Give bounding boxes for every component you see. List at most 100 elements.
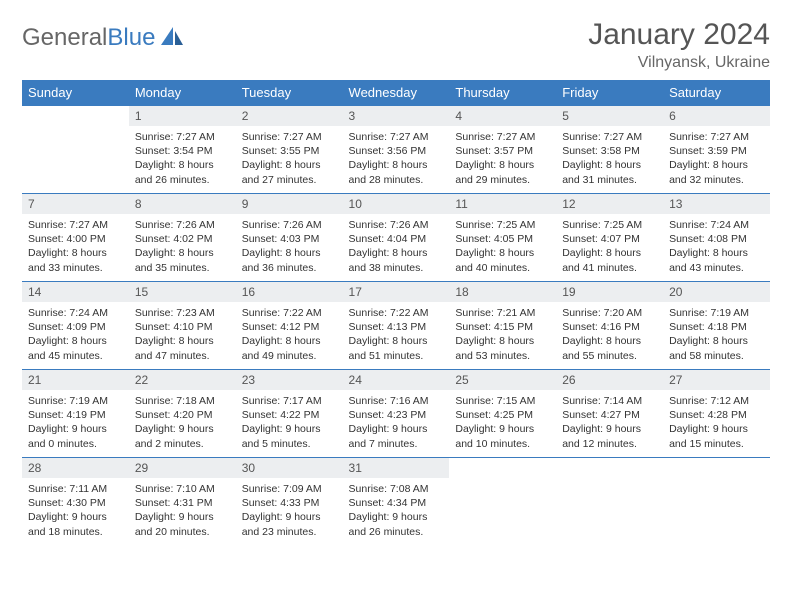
calendar-cell: 6Sunrise: 7:27 AMSunset: 3:59 PMDaylight… [663, 106, 770, 194]
day-number: 8 [129, 194, 236, 214]
calendar-cell: 17Sunrise: 7:22 AMSunset: 4:13 PMDayligh… [343, 282, 450, 370]
day-data: Sunrise: 7:25 AMSunset: 4:07 PMDaylight:… [556, 214, 663, 281]
calendar-body: 1Sunrise: 7:27 AMSunset: 3:54 PMDaylight… [22, 106, 770, 546]
day-number: 26 [556, 370, 663, 390]
day-data: Sunrise: 7:14 AMSunset: 4:27 PMDaylight:… [556, 390, 663, 457]
calendar-cell [449, 458, 556, 546]
day-data: Sunrise: 7:25 AMSunset: 4:05 PMDaylight:… [449, 214, 556, 281]
calendar-cell: 1Sunrise: 7:27 AMSunset: 3:54 PMDaylight… [129, 106, 236, 194]
day-number: 6 [663, 106, 770, 126]
day-data: Sunrise: 7:22 AMSunset: 4:13 PMDaylight:… [343, 302, 450, 369]
calendar-cell: 16Sunrise: 7:22 AMSunset: 4:12 PMDayligh… [236, 282, 343, 370]
calendar-cell: 21Sunrise: 7:19 AMSunset: 4:19 PMDayligh… [22, 370, 129, 458]
day-data: Sunrise: 7:23 AMSunset: 4:10 PMDaylight:… [129, 302, 236, 369]
day-number: 23 [236, 370, 343, 390]
day-number: 4 [449, 106, 556, 126]
day-data: Sunrise: 7:27 AMSunset: 4:00 PMDaylight:… [22, 214, 129, 281]
calendar-cell: 27Sunrise: 7:12 AMSunset: 4:28 PMDayligh… [663, 370, 770, 458]
calendar-week: 1Sunrise: 7:27 AMSunset: 3:54 PMDaylight… [22, 106, 770, 194]
weekday-header: Friday [556, 80, 663, 106]
day-data: Sunrise: 7:24 AMSunset: 4:08 PMDaylight:… [663, 214, 770, 281]
day-data: Sunrise: 7:27 AMSunset: 3:59 PMDaylight:… [663, 126, 770, 193]
calendar-cell: 10Sunrise: 7:26 AMSunset: 4:04 PMDayligh… [343, 194, 450, 282]
day-data: Sunrise: 7:20 AMSunset: 4:16 PMDaylight:… [556, 302, 663, 369]
day-data: Sunrise: 7:10 AMSunset: 4:31 PMDaylight:… [129, 478, 236, 545]
logo: GeneralBlue [22, 24, 185, 52]
calendar-cell: 26Sunrise: 7:14 AMSunset: 4:27 PMDayligh… [556, 370, 663, 458]
logo-part1: General [22, 24, 107, 51]
calendar-cell: 9Sunrise: 7:26 AMSunset: 4:03 PMDaylight… [236, 194, 343, 282]
location: Vilnyansk, Ukraine [588, 54, 770, 72]
calendar-cell: 25Sunrise: 7:15 AMSunset: 4:25 PMDayligh… [449, 370, 556, 458]
title-block: January 2024 Vilnyansk, Ukraine [588, 18, 770, 72]
calendar-cell: 15Sunrise: 7:23 AMSunset: 4:10 PMDayligh… [129, 282, 236, 370]
calendar-cell: 5Sunrise: 7:27 AMSunset: 3:58 PMDaylight… [556, 106, 663, 194]
day-number: 28 [22, 458, 129, 478]
calendar-table: SundayMondayTuesdayWednesdayThursdayFrid… [22, 80, 770, 546]
weekday-header: Tuesday [236, 80, 343, 106]
day-data: Sunrise: 7:27 AMSunset: 3:54 PMDaylight:… [129, 126, 236, 193]
day-data: Sunrise: 7:08 AMSunset: 4:34 PMDaylight:… [343, 478, 450, 545]
calendar-cell: 30Sunrise: 7:09 AMSunset: 4:33 PMDayligh… [236, 458, 343, 546]
calendar-cell: 11Sunrise: 7:25 AMSunset: 4:05 PMDayligh… [449, 194, 556, 282]
day-number: 17 [343, 282, 450, 302]
header: GeneralBlue January 2024 Vilnyansk, Ukra… [22, 18, 770, 72]
day-data: Sunrise: 7:18 AMSunset: 4:20 PMDaylight:… [129, 390, 236, 457]
calendar-cell: 12Sunrise: 7:25 AMSunset: 4:07 PMDayligh… [556, 194, 663, 282]
day-data: Sunrise: 7:24 AMSunset: 4:09 PMDaylight:… [22, 302, 129, 369]
calendar-cell: 4Sunrise: 7:27 AMSunset: 3:57 PMDaylight… [449, 106, 556, 194]
day-data: Sunrise: 7:27 AMSunset: 3:57 PMDaylight:… [449, 126, 556, 193]
day-data: Sunrise: 7:15 AMSunset: 4:25 PMDaylight:… [449, 390, 556, 457]
day-data: Sunrise: 7:12 AMSunset: 4:28 PMDaylight:… [663, 390, 770, 457]
day-data: Sunrise: 7:27 AMSunset: 3:55 PMDaylight:… [236, 126, 343, 193]
calendar-cell: 2Sunrise: 7:27 AMSunset: 3:55 PMDaylight… [236, 106, 343, 194]
day-number: 30 [236, 458, 343, 478]
day-number: 3 [343, 106, 450, 126]
day-data: Sunrise: 7:17 AMSunset: 4:22 PMDaylight:… [236, 390, 343, 457]
weekday-header: Monday [129, 80, 236, 106]
day-number: 9 [236, 194, 343, 214]
day-number: 20 [663, 282, 770, 302]
day-number: 19 [556, 282, 663, 302]
calendar-week: 28Sunrise: 7:11 AMSunset: 4:30 PMDayligh… [22, 458, 770, 546]
logo-text: GeneralBlue [22, 24, 155, 52]
day-data: Sunrise: 7:26 AMSunset: 4:04 PMDaylight:… [343, 214, 450, 281]
day-number: 7 [22, 194, 129, 214]
day-data: Sunrise: 7:26 AMSunset: 4:02 PMDaylight:… [129, 214, 236, 281]
sail-icon [159, 25, 185, 52]
day-number: 2 [236, 106, 343, 126]
calendar-cell: 18Sunrise: 7:21 AMSunset: 4:15 PMDayligh… [449, 282, 556, 370]
weekday-header: Wednesday [343, 80, 450, 106]
day-number: 5 [556, 106, 663, 126]
day-data: Sunrise: 7:22 AMSunset: 4:12 PMDaylight:… [236, 302, 343, 369]
day-data: Sunrise: 7:09 AMSunset: 4:33 PMDaylight:… [236, 478, 343, 545]
weekday-header: Saturday [663, 80, 770, 106]
day-data: Sunrise: 7:27 AMSunset: 3:56 PMDaylight:… [343, 126, 450, 193]
day-data: Sunrise: 7:11 AMSunset: 4:30 PMDaylight:… [22, 478, 129, 545]
calendar-cell: 19Sunrise: 7:20 AMSunset: 4:16 PMDayligh… [556, 282, 663, 370]
calendar-cell [556, 458, 663, 546]
weekday-header: Sunday [22, 80, 129, 106]
day-number: 13 [663, 194, 770, 214]
day-number: 29 [129, 458, 236, 478]
day-number: 22 [129, 370, 236, 390]
calendar-cell: 8Sunrise: 7:26 AMSunset: 4:02 PMDaylight… [129, 194, 236, 282]
calendar-cell: 7Sunrise: 7:27 AMSunset: 4:00 PMDaylight… [22, 194, 129, 282]
day-number: 31 [343, 458, 450, 478]
day-number: 25 [449, 370, 556, 390]
day-data: Sunrise: 7:26 AMSunset: 4:03 PMDaylight:… [236, 214, 343, 281]
day-data: Sunrise: 7:19 AMSunset: 4:19 PMDaylight:… [22, 390, 129, 457]
weekday-row: SundayMondayTuesdayWednesdayThursdayFrid… [22, 80, 770, 106]
calendar-week: 14Sunrise: 7:24 AMSunset: 4:09 PMDayligh… [22, 282, 770, 370]
weekday-header: Thursday [449, 80, 556, 106]
logo-part2: Blue [107, 24, 155, 51]
day-number: 11 [449, 194, 556, 214]
calendar-cell: 3Sunrise: 7:27 AMSunset: 3:56 PMDaylight… [343, 106, 450, 194]
day-number: 21 [22, 370, 129, 390]
day-data: Sunrise: 7:19 AMSunset: 4:18 PMDaylight:… [663, 302, 770, 369]
calendar-cell: 23Sunrise: 7:17 AMSunset: 4:22 PMDayligh… [236, 370, 343, 458]
calendar-cell: 31Sunrise: 7:08 AMSunset: 4:34 PMDayligh… [343, 458, 450, 546]
calendar-cell [663, 458, 770, 546]
day-number: 24 [343, 370, 450, 390]
calendar-cell: 29Sunrise: 7:10 AMSunset: 4:31 PMDayligh… [129, 458, 236, 546]
